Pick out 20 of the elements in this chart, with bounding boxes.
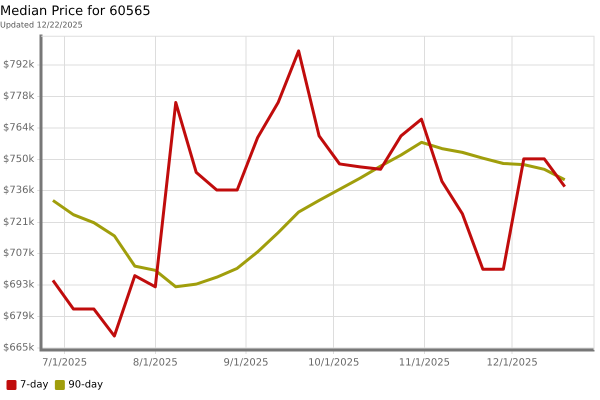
y-tick-label: $750k — [2, 154, 34, 165]
x-tick-label: 10/1/2025 — [308, 358, 360, 369]
y-tick-label: $764k — [2, 122, 34, 134]
x-tick-label: 8/1/2025 — [132, 358, 178, 369]
y-tick-label: $778k — [2, 91, 34, 102]
x-tick-label: 7/1/2025 — [42, 358, 88, 369]
legend-label: 7-day — [20, 380, 48, 391]
y-tick-label: $736k — [2, 185, 34, 196]
y-tick-label: $693k — [2, 280, 34, 291]
legend-label: 90-day — [68, 380, 104, 391]
y-tick-label: $665k — [2, 342, 34, 354]
chart-title: Median Price for 60565 — [0, 4, 151, 20]
x-tick-label: 9/1/2025 — [224, 358, 268, 369]
x-tick-label: 12/1/2025 — [486, 358, 538, 369]
chart-subtitle: Updated 12/22/2025 — [0, 20, 83, 30]
y-tick-label: $679k — [2, 310, 34, 322]
y-tick-label: $721k — [2, 216, 34, 228]
x-tick-label: 11/1/2025 — [398, 358, 450, 369]
y-tick-label: $707k — [2, 248, 34, 260]
y-tick-label: $792k — [2, 60, 34, 71]
